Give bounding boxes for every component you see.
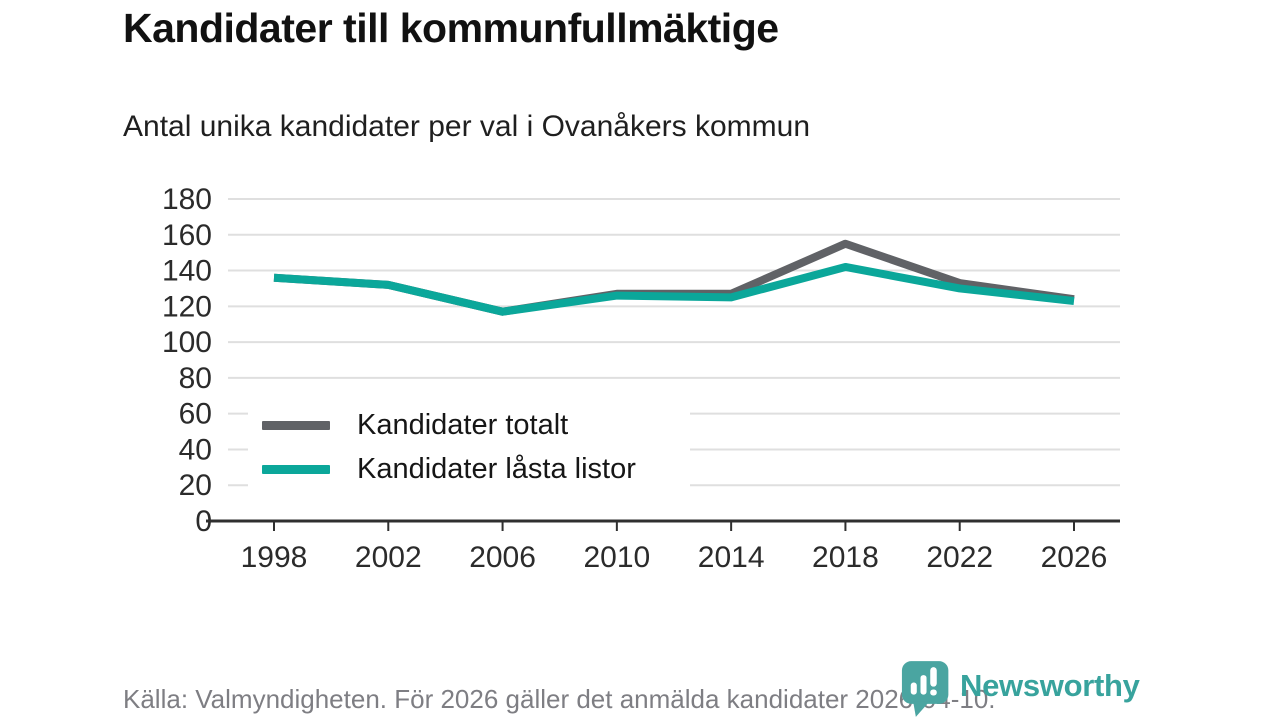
x-tick-label: 1998 xyxy=(241,541,308,574)
y-tick-label: 40 xyxy=(179,433,212,466)
y-tick-label: 180 xyxy=(162,183,212,216)
y-tick-label: 20 xyxy=(179,469,212,502)
x-tick-label: 2006 xyxy=(469,541,536,574)
y-tick-label: 120 xyxy=(162,290,212,323)
series-line-1 xyxy=(273,262,1075,316)
y-tick-label: 60 xyxy=(179,398,212,431)
chart-legend: Kandidater totalt Kandidater låsta listo… xyxy=(248,399,690,496)
legend-item-locked-lists: Kandidater låsta listor xyxy=(262,453,690,486)
legend-item-total: Kandidater totalt xyxy=(262,409,690,442)
x-tick-label: 2022 xyxy=(926,541,993,574)
x-tick-label: 2018 xyxy=(812,541,879,574)
y-tick-label: 80 xyxy=(179,362,212,395)
legend-label-locked-lists: Kandidater låsta listor xyxy=(357,452,636,485)
x-tick-label: 2026 xyxy=(1041,541,1108,574)
x-tick-label: 2010 xyxy=(583,541,650,574)
newsworthy-logo: Newsworthy xyxy=(901,659,1140,719)
legend-swatch-locked-lists xyxy=(262,464,330,474)
newsworthy-logo-icon xyxy=(901,661,949,717)
y-tick-label: 140 xyxy=(162,255,212,288)
x-tick-label: 2002 xyxy=(355,541,422,574)
page-title: Kandidater till kommunfullmäktige xyxy=(123,5,779,51)
x-tick-label: 2014 xyxy=(698,541,765,574)
source-note: Källa: Valmyndigheten. För 2026 gäller d… xyxy=(123,684,996,714)
legend-swatch-total xyxy=(262,421,330,431)
y-tick-label: 100 xyxy=(162,326,212,359)
chart-subtitle: Antal unika kandidater per val i Ovanåke… xyxy=(123,110,811,143)
newsworthy-wordmark: Newsworthy xyxy=(960,668,1140,703)
series-line-0 xyxy=(273,239,1075,316)
y-tick-label: 0 xyxy=(195,505,212,538)
legend-label-total: Kandidater totalt xyxy=(357,409,569,442)
y-tick-label: 160 xyxy=(162,219,212,252)
